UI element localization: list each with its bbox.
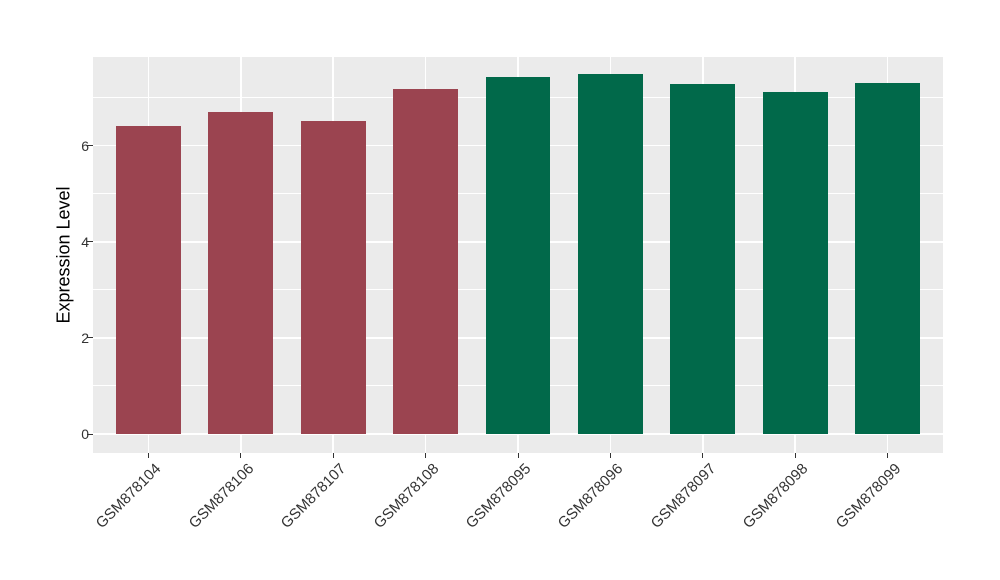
x-tick-label-GSM878097: GSM878097 — [647, 460, 720, 532]
y-tick-mark — [87, 337, 93, 339]
bar-GSM878098 — [762, 91, 828, 434]
x-tick-mark — [147, 453, 149, 458]
y-axis-title: Expression Level — [53, 186, 74, 324]
x-tick-mark — [425, 453, 427, 458]
bar-GSM878107 — [300, 120, 366, 434]
bar-GSM878104 — [116, 125, 181, 434]
x-tick-mark — [240, 453, 242, 458]
bar-GSM878099 — [855, 83, 920, 434]
y-tick-mark — [87, 241, 93, 243]
bar-GSM878095 — [485, 76, 551, 434]
y-tick-label: 6 — [81, 137, 89, 154]
x-tick-label-GSM878107: GSM878107 — [277, 460, 350, 532]
y-tick-label: 0 — [81, 426, 89, 442]
y-tick-mark — [87, 433, 93, 435]
y-tick-label: 4 — [81, 233, 89, 250]
x-tick-mark — [517, 453, 519, 458]
y-tick-mark — [87, 145, 93, 147]
bar-GSM878108 — [393, 89, 458, 434]
plot-panel — [93, 57, 943, 453]
x-tick-label-GSM878095: GSM878095 — [462, 460, 535, 532]
bar-GSM878097 — [670, 84, 736, 434]
bar-GSM878106 — [208, 111, 274, 434]
x-tick-mark — [609, 453, 611, 458]
x-tick-mark — [332, 453, 334, 458]
bar-GSM878096 — [578, 74, 643, 434]
x-tick-mark — [887, 453, 889, 458]
x-tick-mark — [794, 453, 796, 458]
x-tick-mark — [702, 453, 704, 458]
x-tick-label-GSM878108: GSM878108 — [370, 460, 442, 532]
x-tick-label-GSM878096: GSM878096 — [555, 460, 627, 532]
x-tick-label-GSM878106: GSM878106 — [185, 460, 258, 532]
x-tick-label-GSM878104: GSM878104 — [93, 460, 165, 532]
y-tick-label: 2 — [81, 329, 89, 346]
x-tick-label-GSM878098: GSM878098 — [739, 460, 812, 532]
x-tick-label-GSM878099: GSM878099 — [832, 460, 904, 532]
